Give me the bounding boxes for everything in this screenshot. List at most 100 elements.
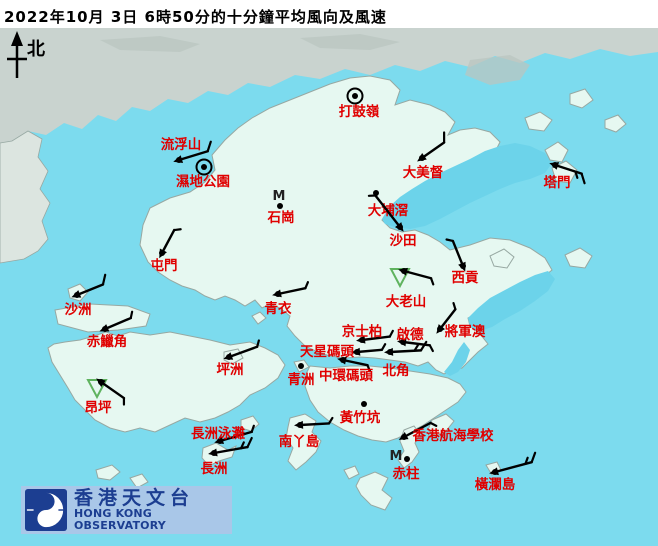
station-dot (401, 434, 407, 440)
station-dot (226, 354, 232, 360)
station-label: 坪洲 (217, 362, 244, 378)
station-tai-mei-tuk: 大美督 (403, 131, 446, 181)
station-dot (298, 363, 304, 369)
wind-barb-tick (429, 421, 438, 427)
station-dot (552, 162, 558, 168)
station-label: 石崗 (267, 209, 295, 226)
station-shek-kong: M 石崗 (267, 189, 295, 226)
station-dot (354, 349, 360, 355)
station-wetland-park: 濕地公園 (176, 158, 230, 190)
calm-ring-icon (346, 87, 364, 105)
station-tuen-mun: 屯門 (151, 228, 182, 274)
station-label: 沙洲 (65, 302, 92, 318)
wind-barb-shaft (218, 430, 253, 443)
soko-islet-2 (129, 473, 149, 489)
station-label: 流浮山 (161, 136, 202, 153)
wind-barb-shaft (402, 269, 433, 280)
wind-barb-shaft (298, 422, 331, 427)
tolo-harbour-water (382, 143, 552, 229)
urban-layer (0, 28, 658, 264)
station-label: 香港航海學校 (412, 427, 494, 444)
wind-barb-tick (524, 456, 529, 465)
station-dot (74, 292, 80, 298)
station-star-ferry-pier: 天星碼頭 (300, 343, 387, 360)
station-lamma-island: 南丫島 (279, 416, 334, 450)
station-dot (400, 339, 406, 345)
station-dot (359, 337, 365, 343)
chek-lap-kok-airport-island (54, 303, 151, 333)
station-ta-kwu-ling: 打鼓嶺 (339, 87, 380, 120)
north-arrow-head (11, 31, 23, 46)
station-dot (297, 422, 303, 428)
station-label: 北角 (383, 362, 410, 379)
station-dot (404, 456, 410, 462)
station-tsing-yi: 青衣 (265, 281, 310, 317)
station-label: 青洲 (288, 371, 315, 388)
station-dot (275, 291, 281, 297)
station-kings-park: 京士柏 (342, 323, 394, 344)
station-hk-sea-school: 香港航海學校 (398, 421, 494, 444)
wind-barb-tick (452, 301, 457, 311)
po-toi-island (355, 471, 393, 511)
station-dot (98, 379, 104, 385)
stations-layer: 流浮山濕地公園打鼓嶺M石崗大美督塔門大埔滘沙田西貢大老山屯門沙洲赤鱲角青衣坪洲昂… (65, 87, 586, 493)
tap-mun-islet-north (544, 141, 569, 163)
shenzhen-urban-area (0, 28, 658, 143)
station-stanley: M赤柱 (390, 449, 420, 482)
station-green-island: 青洲 (288, 363, 315, 388)
wind-barb-tick (256, 339, 260, 348)
hko-logo-banner: 香港天文台 HONG KONG OBSERVATORY (21, 486, 232, 534)
station-label: 屯門 (151, 257, 178, 274)
station-dot (211, 450, 217, 456)
kau-sai-chau-island (489, 248, 515, 269)
station-chek-lap-kok: 赤鱲角 (87, 310, 134, 350)
wind-barb-shaft (276, 286, 307, 296)
station-sai-kung: 西貢 (445, 238, 479, 286)
wind-barb-tick (173, 228, 182, 232)
station-central-pier: 中環碼頭 (319, 356, 373, 384)
station-dot (159, 250, 165, 256)
wind-barb-shaft (420, 141, 446, 160)
hilltop-triangle-icon (389, 268, 411, 289)
station-dot (492, 469, 498, 475)
station-label: 濕地公園 (176, 173, 230, 190)
wind-barb-tick (250, 424, 255, 434)
cheung-chau-island (201, 442, 237, 467)
station-ngong-ping: 昂坪 (85, 378, 126, 416)
soko-islet-1 (95, 464, 121, 481)
mirs-bay-islet-3 (604, 114, 627, 133)
calm-ring-icon (195, 158, 213, 176)
hko-logo-icon (25, 489, 67, 531)
station-dot (460, 263, 466, 269)
wind-barb-shaft (99, 380, 126, 400)
missing-data-marker: M (390, 449, 403, 464)
wind-barb-shaft (341, 358, 369, 367)
logo-english: HONG KONG OBSERVATORY (74, 507, 166, 532)
station-tseung-kwan-o: 將軍澳 (436, 301, 486, 340)
station-label: 中環碼頭 (319, 367, 373, 384)
hong-kong-island (304, 365, 467, 443)
mirs-bay-islet-1 (524, 111, 553, 132)
wind-barb-shaft (177, 150, 209, 162)
station-dot (437, 326, 443, 332)
station-tap-mun: 塔門 (544, 162, 586, 191)
wind-barb-tick (574, 170, 579, 179)
wind-barb-shaft (75, 283, 105, 297)
hko-logo-text: 香港天文台 HONG KONG OBSERVATORY (74, 488, 232, 532)
wind-barb-shaft (360, 335, 391, 342)
shekou-peninsula (0, 130, 51, 264)
sai-kung-east-islet (564, 247, 593, 269)
wind-barb-shaft (402, 421, 432, 439)
station-north-point: 北角 (383, 340, 428, 379)
lamma-island-shape (285, 413, 322, 471)
page-title: 2022年10月 3日 6時50分的十分鐘平均風向及風速 (4, 8, 387, 26)
mirs-bay-islet-2 (569, 88, 594, 109)
station-dot (217, 438, 223, 444)
junk-bay-water (444, 342, 470, 376)
station-label: 大美督 (403, 164, 444, 181)
station-label: 大老山 (386, 293, 427, 310)
station-lau-fau-shan: 流浮山 (161, 136, 212, 163)
ma-wan-islet (251, 311, 267, 325)
wind-barb-tick (206, 140, 212, 153)
station-dot (361, 401, 367, 407)
